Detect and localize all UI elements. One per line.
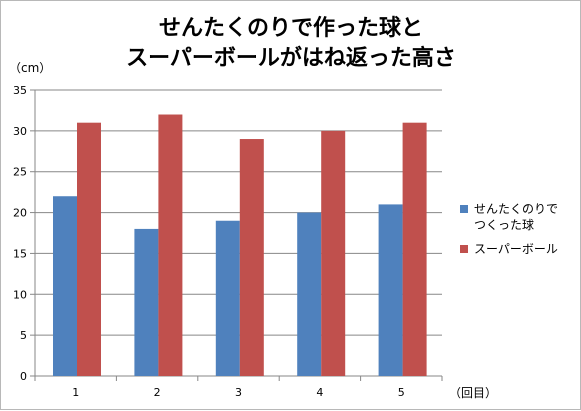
y-axis-unit-label: （cm） [9, 61, 51, 75]
x-axis-unit-label: （回目） [449, 386, 497, 400]
legend-label-series-2: スーパーボール [474, 242, 558, 256]
y-tick-label: 30 [13, 125, 27, 138]
y-tick-label: 25 [13, 166, 27, 179]
chart-title-line: せんたくのりで作った球と [159, 16, 423, 41]
bar-series-2-category-3 [239, 139, 264, 376]
x-tick-label: 5 [398, 386, 405, 399]
y-tick-label: 35 [13, 84, 27, 97]
legend-swatch-series-2 [460, 245, 468, 253]
bar-series-2-category-4 [321, 130, 346, 376]
chart-title-line: スーパーボールがはね返った高さ [126, 45, 456, 71]
y-tick-label: 5 [20, 329, 27, 342]
x-tick-label: 3 [235, 386, 242, 399]
x-tick-label: 4 [316, 386, 323, 399]
bar-series-1-category-2 [134, 228, 159, 376]
y-tick-label: 0 [20, 370, 27, 383]
bar-series-1-category-3 [215, 220, 240, 376]
x-tick-label: 1 [72, 386, 79, 399]
bar-series-1-category-1 [53, 196, 77, 376]
legend-swatch-series-1 [460, 205, 468, 213]
y-tick-label: 15 [13, 247, 27, 260]
legend-label-series-1: せんたくのりで [474, 202, 558, 216]
legend-label-series-1: つくった球 [474, 218, 534, 232]
y-tick-label: 20 [13, 207, 27, 220]
bar-series-2-category-2 [158, 114, 183, 376]
bar-series-2-category-5 [402, 122, 427, 376]
y-tick-label: 10 [13, 288, 27, 301]
x-tick-label: 2 [154, 386, 161, 399]
bar-series-1-category-5 [378, 204, 403, 376]
bar-series-2-category-1 [77, 122, 101, 376]
bar-series-1-category-4 [297, 212, 322, 376]
